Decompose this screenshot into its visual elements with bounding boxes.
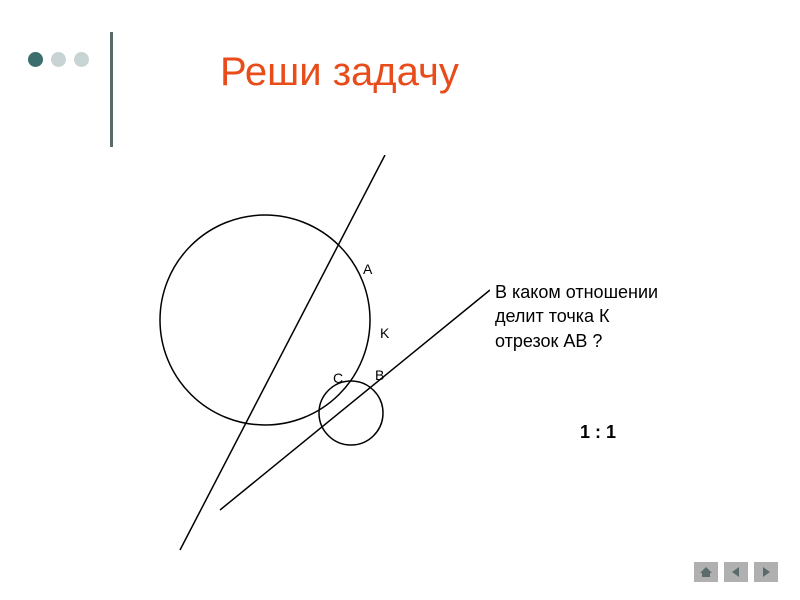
label-A: A [363, 261, 372, 277]
nav-controls [694, 562, 778, 582]
geometry-diagram: A K C B [90, 155, 490, 555]
answer-text: 1 : 1 [580, 422, 616, 443]
diagram-svg [90, 155, 490, 555]
prev-icon [730, 566, 742, 578]
question-text: В каком отношении делит точка К отрезок … [495, 280, 745, 353]
question-line-3: отрезок АВ ? [495, 331, 602, 351]
tangent-line-1 [180, 155, 385, 550]
home-icon [699, 566, 713, 578]
label-C: C [333, 370, 343, 386]
question-line-2: делит точка К [495, 306, 610, 326]
small-circle [319, 381, 383, 445]
nav-next-button[interactable] [754, 562, 778, 582]
dot-1 [28, 52, 43, 67]
slide-indicator-dots [28, 52, 89, 67]
label-K: K [380, 325, 389, 341]
dot-3 [74, 52, 89, 67]
large-circle [160, 215, 370, 425]
label-B: B [375, 367, 384, 383]
page-title: Реши задачу [220, 50, 459, 95]
nav-home-button[interactable] [694, 562, 718, 582]
question-line-1: В каком отношении [495, 282, 658, 302]
tangent-line-2 [220, 290, 490, 510]
nav-prev-button[interactable] [724, 562, 748, 582]
dot-2 [51, 52, 66, 67]
next-icon [760, 566, 772, 578]
title-divider [110, 32, 113, 147]
